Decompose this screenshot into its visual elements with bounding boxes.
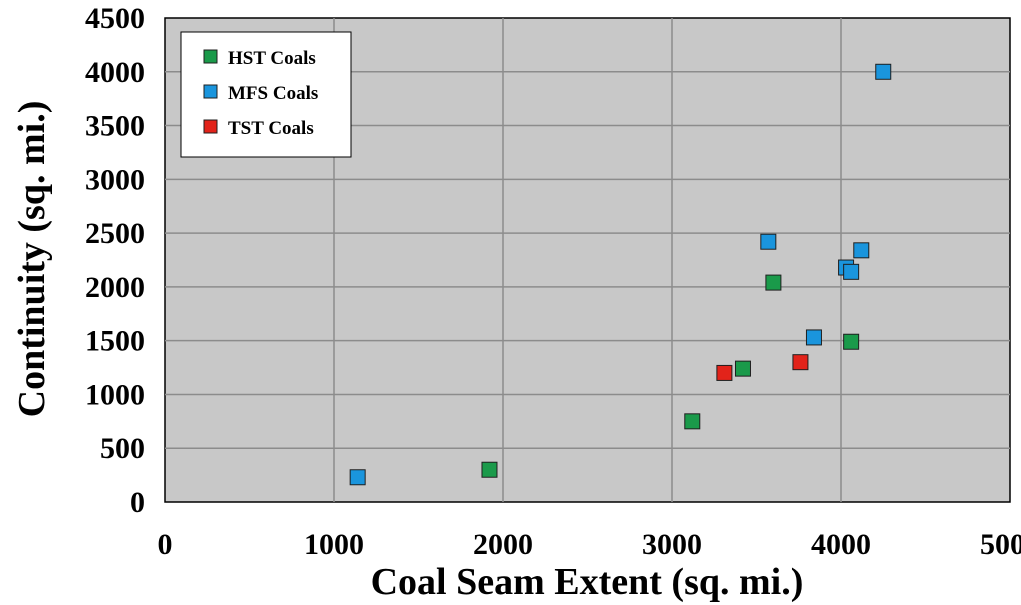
point-hst-coals: [481, 461, 498, 478]
x-tick-label: 1000: [304, 528, 364, 561]
x-tick-label: 4000: [811, 528, 871, 561]
data-points: [349, 63, 892, 486]
legend-marker-mfs-coals: [203, 84, 218, 99]
point-mfs-coals: [349, 469, 366, 486]
point-hst-coals: [765, 274, 782, 291]
y-tick-label: 3500: [85, 110, 145, 143]
point-tst-coals: [716, 364, 733, 381]
y-tick-label: 4500: [85, 2, 145, 35]
y-tick-label: 4000: [85, 56, 145, 89]
y-tick-label: 1500: [85, 325, 145, 358]
x-tick-label: 0: [158, 528, 173, 561]
y-tick-label: 3000: [85, 163, 145, 196]
legend-marker-tst-coals: [203, 119, 218, 134]
legend-marker-hst-coals: [203, 49, 218, 64]
point-hst-coals: [684, 413, 701, 430]
y-tick-label: 0: [130, 486, 145, 519]
point-mfs-coals: [805, 329, 822, 346]
point-hst-coals: [734, 360, 751, 377]
y-tick-label: 2500: [85, 217, 145, 250]
y-tick-label: 1000: [85, 378, 145, 411]
y-tick-label: 500: [100, 432, 145, 465]
y-axis-title: Continuity (sq. mi.): [11, 101, 53, 418]
y-axis-ticks: 0 500 1000 1500 2000 2500 3000 3500 4000 4500: [85, 2, 145, 519]
x-tick-label: 3000: [642, 528, 702, 561]
point-mfs-coals: [843, 263, 860, 280]
point-mfs-coals: [760, 233, 777, 250]
x-axis-title: Coal Seam Extent (sq. mi.): [371, 561, 804, 603]
point-tst-coals: [792, 354, 809, 371]
point-hst-coals: [843, 333, 860, 350]
y-tick-label: 2000: [85, 271, 145, 304]
grid-lines: [165, 18, 1010, 502]
legend-label-mfs-coals: MFS Coals: [228, 83, 318, 104]
legend: HST Coals MFS Coals TST Coals: [180, 31, 352, 158]
x-tick-label: 2000: [473, 528, 533, 561]
legend-label-tst-coals: TST Coals: [228, 118, 314, 139]
point-mfs-coals: [853, 242, 870, 259]
point-mfs-coals: [875, 63, 892, 80]
legend-label-hst-coals: HST Coals: [228, 48, 316, 69]
